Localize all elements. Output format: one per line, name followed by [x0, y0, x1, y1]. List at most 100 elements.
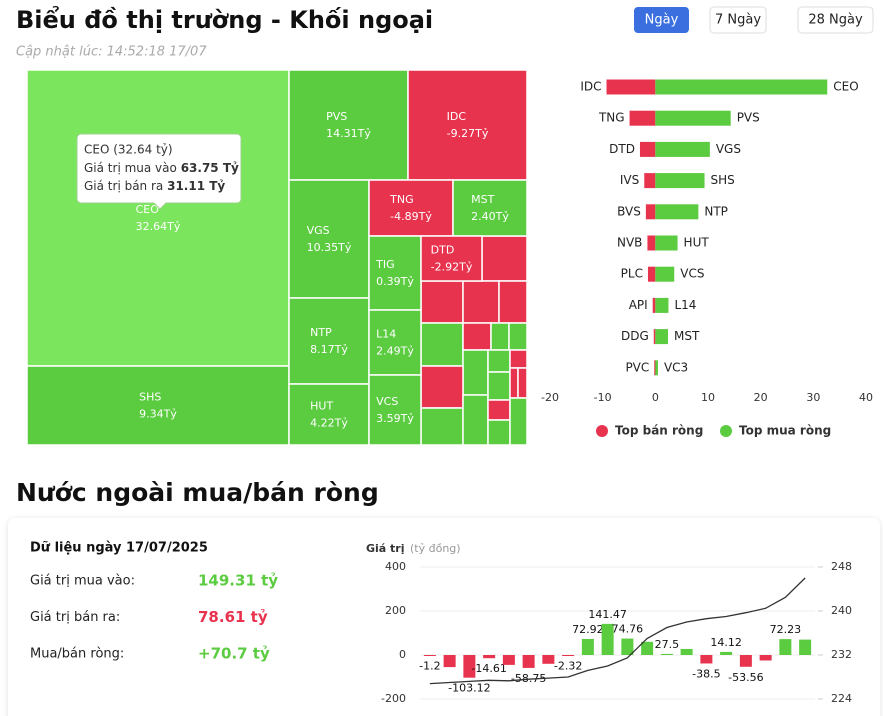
- page-title: Biểu đồ thị trường - Khối ngoại: [16, 4, 433, 34]
- y2-tick-label: 240: [831, 604, 852, 617]
- bar: [799, 639, 812, 655]
- cell-name: DTD: [431, 244, 455, 257]
- treemap-cell-minor: [481, 235, 528, 282]
- bar: [647, 266, 656, 282]
- combo-chart: Giá trị (tỷ đồng) -200 0 200 400 224 232 240 248 -…: [366, 542, 852, 705]
- legend-label: Top bán ròng: [615, 424, 703, 438]
- cell-value: -4.89Tỷ: [390, 210, 432, 223]
- bar: [700, 655, 713, 664]
- cell-name: SHS: [139, 391, 161, 404]
- treemap-cell-minor: [509, 397, 528, 446]
- treemap-cell: [288, 383, 370, 446]
- cell-name: HUT: [310, 400, 333, 413]
- data-date: Dữ liệu ngày 17/07/2025: [30, 541, 208, 556]
- tab-label[interactable]: Ngày: [645, 13, 679, 28]
- bar-value-label: 72.23: [770, 623, 802, 636]
- bar: [655, 266, 675, 282]
- bar-value-label: -103.12: [448, 682, 490, 695]
- treemap-cell: [368, 374, 422, 446]
- bar: [542, 655, 555, 664]
- bar: [647, 235, 656, 251]
- bar: [443, 655, 456, 668]
- bar-category: API: [629, 298, 648, 312]
- bar: [644, 173, 656, 189]
- bar-value-label: -53.56: [728, 671, 763, 684]
- bar: [759, 655, 772, 661]
- tab-active[interactable]: [634, 7, 689, 33]
- cell-value: -2.92Tỷ: [431, 261, 473, 274]
- bar: [601, 623, 614, 655]
- bar-category: L14: [674, 298, 696, 312]
- tooltip-row: Giá trị mua vào 63.75 Tỷ: [84, 161, 239, 175]
- y-axis-title: Giá trị: [366, 542, 405, 555]
- legend-swatch: [596, 425, 608, 437]
- tab-label[interactable]: 7 Ngày: [715, 13, 761, 28]
- treemap-cell-minor: [420, 407, 464, 446]
- bar: [653, 329, 656, 345]
- bar: [639, 141, 656, 157]
- bar-category: PVS: [737, 111, 760, 125]
- index-line: [429, 577, 806, 685]
- cell-value: 2.40Tỷ: [471, 210, 509, 223]
- stat-value: +70.7 tỷ: [198, 645, 270, 663]
- treemap-cell-minor: [509, 349, 528, 369]
- bar-value-label: -58.75: [511, 672, 546, 685]
- bar: [522, 655, 535, 668]
- x-tick-label: 30: [806, 391, 820, 404]
- tab[interactable]: [709, 6, 767, 34]
- tooltip: CEO (32.64 tỷ) Giá trị mua vào 63.75 Tỷ …: [76, 133, 242, 210]
- bar: [655, 110, 731, 126]
- x-tick-label: 0: [652, 391, 659, 404]
- tab-label[interactable]: 28 Ngày: [808, 13, 863, 28]
- bar-category: VGS: [716, 142, 741, 156]
- bar-value-label: 27.5: [655, 638, 680, 651]
- bar-category: CEO: [833, 80, 858, 94]
- treemap-cell-minor: [487, 371, 511, 401]
- tooltip-title: CEO (32.64 tỷ): [84, 143, 173, 157]
- cell-name: TNG: [389, 193, 413, 206]
- treemap-cell-minor: [498, 280, 528, 324]
- bar: [680, 648, 693, 655]
- cell-value: 0.39Tỷ: [376, 275, 414, 288]
- cell-value: 3.59Tỷ: [376, 412, 414, 425]
- treemap-cell: [26, 365, 290, 446]
- bar: [423, 655, 436, 656]
- treemap-cell: [452, 179, 528, 237]
- bar-category: DTD: [609, 142, 635, 156]
- bar-category: PLC: [621, 267, 643, 281]
- bar-value-label: -14.61: [471, 662, 506, 675]
- bar: [652, 297, 656, 313]
- bar: [483, 655, 496, 659]
- bar-category: NVB: [617, 236, 642, 250]
- bar: [562, 655, 575, 656]
- legend-swatch: [720, 425, 732, 437]
- tab[interactable]: [797, 6, 874, 34]
- cell-value: 32.64Tỷ: [136, 220, 181, 233]
- stat-value: 149.31 tỷ: [198, 572, 278, 590]
- diverging-bar-chart: IDC TNG DTD IVS BVS NVB PLC API DDG PVC CEO PVS VGS S…: [541, 79, 873, 438]
- updated-time: Cập nhật lúc: 14:52:18 17/07: [16, 45, 207, 60]
- x-tick-label: 40: [859, 391, 873, 404]
- treemap-cell-minor: [462, 349, 489, 396]
- x-tick-label: -10: [594, 391, 612, 404]
- y-tick-label: -200: [381, 692, 406, 705]
- stat-value: 78.61 tỷ: [198, 608, 268, 626]
- y2-tick-label: 232: [831, 648, 852, 661]
- bar: [629, 110, 656, 126]
- treemap-cell: [288, 69, 409, 181]
- section-title: Nước ngoài mua/bán ròng: [16, 478, 379, 507]
- bar: [655, 360, 658, 376]
- bar: [655, 173, 705, 189]
- treemap-cell-minor: [462, 394, 489, 446]
- y2-tick-label: 224: [831, 692, 852, 705]
- bar: [720, 651, 733, 655]
- treemap-cell: [420, 235, 483, 282]
- y-axis-unit: (tỷ đồng): [410, 542, 461, 555]
- tooltip-label: Giá trị mua vào: [84, 161, 177, 175]
- treemap-cell: [368, 179, 454, 237]
- cell-name: L14: [376, 328, 396, 341]
- bar: [654, 360, 656, 376]
- legend-label: Top mua ròng: [739, 424, 831, 438]
- bar-value-label: 14.12: [710, 636, 742, 649]
